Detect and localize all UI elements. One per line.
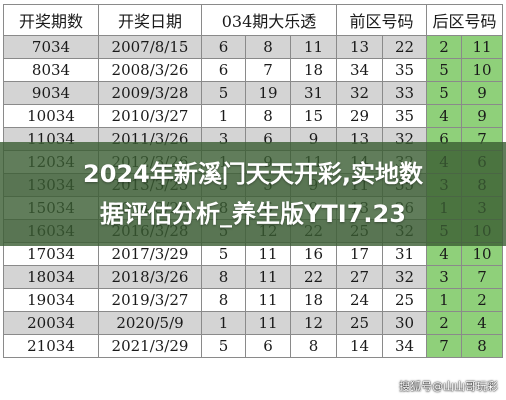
front-number-cell: 18 <box>290 58 337 82</box>
back-number-cell: 4 <box>461 311 503 335</box>
draw-number-cell: 10034 <box>3 104 99 128</box>
back-number-cell: 9 <box>461 104 503 128</box>
back-number-cell: 5 <box>426 81 462 105</box>
front-number-cell: 34 <box>336 58 383 82</box>
front-number-cell: 22 <box>290 265 337 289</box>
front-number-cell: 6 <box>201 58 246 82</box>
table-row: 19034 2019/3/27 8 11 18 24 25 1 2 <box>3 288 503 312</box>
draw-date-cell: 2009/3/28 <box>98 81 202 105</box>
table-row: 8034 2008/3/26 6 7 18 34 35 5 10 <box>3 58 503 82</box>
front-number-cell: 8 <box>201 288 246 312</box>
header-front-zone: 前区号码 <box>336 4 427 36</box>
table-row: 7034 2007/8/15 6 8 11 13 22 2 11 <box>3 35 503 59</box>
draw-number-cell: 7034 <box>3 35 99 59</box>
front-number-cell: 31 <box>290 81 337 105</box>
front-number-cell: 27 <box>336 265 383 289</box>
banner-title-line-1: 2024年新溪门天天开彩,实地数 <box>83 160 423 188</box>
front-number-cell: 13 <box>336 35 383 59</box>
front-number-cell: 8 <box>245 104 291 128</box>
front-number-cell: 6 <box>245 334 291 358</box>
table-row: 9034 2009/3/28 5 19 31 32 33 5 9 <box>3 81 503 105</box>
back-number-cell: 5 <box>426 58 462 82</box>
draw-date-cell: 2020/5/9 <box>98 311 202 335</box>
front-number-cell: 24 <box>336 288 383 312</box>
front-number-cell: 8 <box>290 334 337 358</box>
front-number-cell: 35 <box>382 58 427 82</box>
back-number-cell: 4 <box>426 104 462 128</box>
front-number-cell: 34 <box>382 334 427 358</box>
front-number-cell: 11 <box>245 288 291 312</box>
front-number-cell: 22 <box>382 35 427 59</box>
draw-date-cell: 2017/3/29 <box>98 242 202 266</box>
front-number-cell: 16 <box>290 242 337 266</box>
draw-date-cell: 2008/3/26 <box>98 58 202 82</box>
back-number-cell: 1 <box>426 288 462 312</box>
front-number-cell: 25 <box>382 288 427 312</box>
back-number-cell: 2 <box>426 35 462 59</box>
draw-number-cell: 21034 <box>3 334 99 358</box>
table-row: 10034 2010/3/27 1 8 15 29 35 4 9 <box>3 104 503 128</box>
back-number-cell: 10 <box>461 242 503 266</box>
header-issue-title: 034期大乐透 <box>201 4 337 36</box>
front-number-cell: 29 <box>336 104 383 128</box>
front-number-cell: 19 <box>245 81 291 105</box>
draw-date-cell: 2010/3/27 <box>98 104 202 128</box>
draw-number-cell: 9034 <box>3 81 99 105</box>
draw-number-cell: 18034 <box>3 265 99 289</box>
watermark-credit: 搜狐号@山山哥玩彩 <box>399 380 498 393</box>
draw-date-cell: 2007/8/15 <box>98 35 202 59</box>
draw-number-cell: 20034 <box>3 311 99 335</box>
table-row: 17034 2017/3/29 5 11 16 17 31 4 10 <box>3 242 503 266</box>
draw-date-cell: 2021/3/29 <box>98 334 202 358</box>
header-row: 开奖期数 开奖日期 034期大乐透 前区号码 后区号码 <box>3 4 503 36</box>
front-number-cell: 8 <box>201 265 246 289</box>
banner-title-line-2: 据评估分析_养生版YTI7.23 <box>100 200 406 228</box>
front-number-cell: 1 <box>201 311 246 335</box>
draw-date-cell: 2019/3/27 <box>98 288 202 312</box>
front-number-cell: 11 <box>245 311 291 335</box>
front-number-cell: 14 <box>336 334 383 358</box>
front-number-cell: 15 <box>290 104 337 128</box>
front-number-cell: 30 <box>382 311 427 335</box>
draw-date-cell: 2018/3/26 <box>98 265 202 289</box>
front-number-cell: 7 <box>245 58 291 82</box>
header-draw-date: 开奖日期 <box>98 4 202 36</box>
back-number-cell: 7 <box>461 265 503 289</box>
front-number-cell: 6 <box>201 35 246 59</box>
front-number-cell: 11 <box>290 35 337 59</box>
back-number-cell: 2 <box>461 288 503 312</box>
back-number-cell: 8 <box>461 334 503 358</box>
front-number-cell: 31 <box>382 242 427 266</box>
draw-number-cell: 8034 <box>3 58 99 82</box>
front-number-cell: 11 <box>245 265 291 289</box>
header-draw-number: 开奖期数 <box>3 4 99 36</box>
front-number-cell: 12 <box>290 311 337 335</box>
front-number-cell: 11 <box>245 242 291 266</box>
table-row: 20034 2020/5/9 1 11 12 25 30 2 4 <box>3 311 503 335</box>
front-number-cell: 5 <box>201 81 246 105</box>
front-number-cell: 32 <box>382 265 427 289</box>
back-number-cell: 3 <box>426 265 462 289</box>
front-number-cell: 25 <box>336 311 383 335</box>
back-number-cell: 11 <box>461 35 503 59</box>
back-number-cell: 9 <box>461 81 503 105</box>
back-number-cell: 10 <box>461 58 503 82</box>
front-number-cell: 33 <box>382 81 427 105</box>
front-number-cell: 1 <box>201 104 246 128</box>
back-number-cell: 4 <box>426 242 462 266</box>
draw-number-cell: 19034 <box>3 288 99 312</box>
header-back-zone: 后区号码 <box>426 4 503 36</box>
back-number-cell: 2 <box>426 311 462 335</box>
front-number-cell: 32 <box>336 81 383 105</box>
front-number-cell: 18 <box>290 288 337 312</box>
back-number-cell: 7 <box>426 334 462 358</box>
front-number-cell: 5 <box>201 334 246 358</box>
front-number-cell: 35 <box>382 104 427 128</box>
table-row: 18034 2018/3/26 8 11 22 27 32 3 7 <box>3 265 503 289</box>
title-banner: 2024年新溪门天天开彩,实地数 据评估分析_养生版YTI7.23 <box>0 142 506 246</box>
front-number-cell: 8 <box>245 35 291 59</box>
table-row: 21034 2021/3/29 5 6 8 14 34 7 8 <box>3 334 503 358</box>
